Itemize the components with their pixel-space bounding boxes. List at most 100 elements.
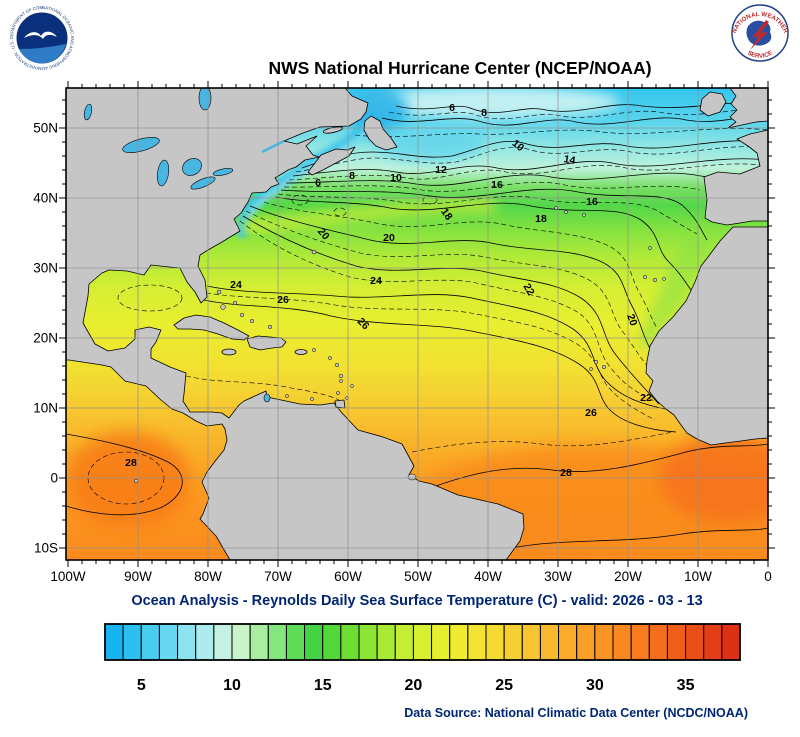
contour-label: 28 (560, 467, 572, 479)
land-newfoundland (363, 115, 398, 151)
landmasses (66, 88, 768, 560)
contour-label: 6 (449, 102, 455, 114)
isotherm-20 (249, 205, 653, 353)
land-africa (645, 226, 768, 446)
contour-label: 16 (491, 179, 503, 191)
contour-label: 26 (277, 294, 289, 306)
page-title: NWS National Hurricane Center (NCEP/NOAA… (268, 58, 651, 78)
noaa-wave (19, 44, 66, 64)
land-nova-scotia (307, 146, 356, 176)
colorbar-cell (685, 623, 705, 661)
contour-label: 20 (383, 232, 395, 244)
intermediate-isotherms (87, 109, 768, 505)
colorbar-cell (394, 623, 414, 661)
contour-label: 20 (624, 312, 639, 327)
lake-winnipeg (83, 103, 93, 121)
caption: Ocean Analysis - Reynolds Daily Sea Surf… (131, 593, 702, 609)
colorbar-cell (431, 623, 451, 661)
lon-label: 0 (764, 569, 772, 584)
colorbar-cell (576, 623, 596, 661)
lat-label: 10S (34, 541, 58, 556)
colorbar-tick-label: 5 (137, 677, 146, 694)
land-ireland (699, 91, 727, 117)
colorbar-cell (612, 623, 632, 661)
lat-label: 20N (33, 331, 58, 346)
contour-label: 6 (315, 177, 321, 189)
colorbar-cell (213, 623, 233, 661)
lake-huron (182, 158, 202, 176)
contour-label: 12 (435, 164, 447, 176)
colorbar-tick-label: 25 (495, 677, 513, 694)
isotherm-28-atlantic (435, 443, 768, 487)
isotherm-24 (206, 285, 666, 410)
lat-label: 30N (33, 261, 58, 276)
isotherm-12 (292, 158, 768, 177)
noaa-gull-icon (24, 31, 57, 39)
grid-lines (66, 88, 768, 560)
lon-label: 50W (404, 569, 432, 584)
contour-label: 14 (563, 153, 577, 167)
land-hispaniola (246, 335, 287, 351)
colorbar-cell (177, 623, 197, 661)
lon-label: 40W (474, 569, 502, 584)
isotherm-16 (280, 188, 708, 241)
colorbar-tick-label: 30 (586, 677, 604, 694)
contour-label: 8 (481, 107, 487, 119)
lon-label: 90W (124, 569, 152, 584)
data-source-footer: Data Source: National Climatic Data Cent… (404, 706, 748, 720)
colorbar-cell (231, 623, 251, 661)
colorbar-cell (249, 623, 269, 661)
colorbar-cell (558, 623, 578, 661)
isotherm-10 (301, 140, 768, 169)
contour-label: 24 (370, 275, 382, 287)
colorbar-tick-label: 35 (677, 677, 695, 694)
land-france-iberia (703, 129, 768, 226)
lon-label: 80W (194, 569, 222, 584)
colorbar-cell (158, 623, 179, 661)
isotherm-22 (242, 215, 660, 405)
colorbar-tick-label: 15 (314, 677, 332, 694)
colorbar-cell (322, 623, 342, 661)
map-area (66, 88, 768, 560)
land-puerto-rico (294, 349, 308, 355)
colorbar-cell (340, 623, 360, 661)
land-britain (727, 88, 768, 129)
lake-ontario (212, 168, 234, 176)
colorbar-cell (195, 623, 215, 661)
nws-ring-bottom-text: SERVICE (746, 50, 774, 60)
lon-label: 100W (50, 569, 86, 584)
lake-superior (122, 137, 160, 153)
isotherm-8 (381, 116, 768, 126)
colorbar-tick-label: 10 (223, 677, 241, 694)
contour-label: 28 (125, 457, 137, 469)
st-lawrence-river (261, 139, 285, 154)
colorbar-labels: 5 10 15 20 25 30 35 (137, 677, 695, 694)
isotherm-28-pacific (66, 433, 183, 516)
contour-label: 26 (585, 407, 597, 419)
lake-erie (190, 176, 216, 190)
colorbar-cell (304, 623, 324, 661)
colorbar-cell (485, 623, 505, 661)
lat-label: 50N (33, 121, 58, 136)
colorbar-cell (358, 623, 378, 661)
land-americas (66, 88, 525, 560)
isotherm-6 (395, 102, 768, 113)
colorbar-cell (140, 623, 160, 661)
colorbar-cell (666, 623, 687, 661)
colorbar-tick-label: 20 (405, 677, 423, 694)
isotherms (66, 102, 768, 549)
colorbar-cell (539, 623, 560, 661)
lat-label: 10N (33, 401, 58, 416)
colorbar-cell (648, 623, 668, 661)
lon-label: 60W (334, 569, 362, 584)
colorbar-cell (721, 623, 741, 661)
isotherm-26 (203, 299, 677, 433)
colorbar-cell (449, 623, 469, 661)
land-jamaica (221, 348, 237, 356)
contour-label: 22 (640, 392, 652, 404)
lat-label: 0 (50, 471, 58, 486)
colorbar-cell (630, 623, 650, 661)
